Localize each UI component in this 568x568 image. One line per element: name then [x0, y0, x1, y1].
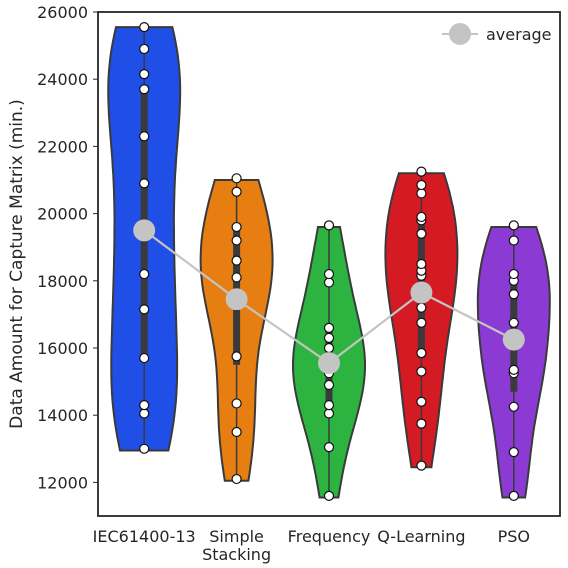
- y-tick-label: 24000: [37, 70, 88, 89]
- x-axis-ticks: IEC61400-13 Simple Stacking Frequency Q-Lear…: [93, 527, 530, 564]
- data-point: [139, 352, 150, 364]
- data-point: [416, 317, 427, 328]
- y-axis-label: Data Amount for Capture Matrix (min.): [7, 99, 27, 429]
- data-point: [416, 460, 427, 471]
- y-tick-label: 16000: [37, 339, 88, 358]
- x-tick-label: IEC61400-13: [93, 527, 196, 546]
- data-point: [139, 131, 150, 142]
- violins-group: [107, 22, 551, 501]
- data-point: [139, 22, 150, 33]
- data-point: [508, 364, 519, 375]
- data-point: [323, 277, 335, 288]
- data-point: [231, 255, 242, 266]
- y-tick-label: 14000: [37, 406, 88, 425]
- data-point: [508, 220, 519, 231]
- legend: average: [442, 23, 552, 45]
- data-point: [323, 400, 335, 411]
- x-tick-label: Frequency: [288, 527, 371, 546]
- legend-marker: [449, 23, 471, 45]
- data-point: [139, 408, 150, 419]
- data-point: [416, 211, 427, 223]
- y-tick-label: 22000: [37, 137, 88, 156]
- data-point: [323, 332, 335, 344]
- x-tick-label: PSO: [498, 527, 530, 546]
- data-point: [508, 268, 519, 280]
- x-tick-label: Q-Learning: [377, 527, 465, 546]
- y-tick-label: 12000: [37, 473, 88, 492]
- legend-label-average: average: [486, 25, 552, 44]
- data-point: [231, 173, 242, 184]
- data-point: [323, 268, 335, 280]
- data-point: [416, 366, 427, 377]
- data-point: [416, 302, 427, 313]
- data-point: [231, 426, 242, 438]
- data-point: [139, 178, 150, 189]
- data-point: [323, 379, 335, 391]
- data-point: [139, 304, 150, 315]
- data-point: [323, 490, 335, 501]
- data-point: [416, 179, 427, 191]
- data-point: [416, 418, 427, 429]
- data-point: [139, 268, 150, 280]
- data-point: [231, 351, 242, 362]
- data-point: [231, 272, 242, 283]
- x-tick-label: Simple Stacking: [202, 527, 271, 564]
- data-point: [508, 447, 519, 458]
- average-marker: [225, 288, 248, 311]
- average-marker: [410, 281, 433, 304]
- data-point: [323, 322, 335, 333]
- data-point: [323, 220, 335, 231]
- data-point: [416, 258, 427, 270]
- data-point: [139, 400, 150, 411]
- plot-frame: [97, 11, 561, 517]
- average-marker: [502, 328, 525, 351]
- data-point: [139, 69, 150, 80]
- data-point: [323, 408, 335, 419]
- data-point: [416, 396, 427, 407]
- y-tick-label: 26000: [37, 3, 88, 22]
- data-point: [231, 473, 242, 485]
- y-tick-label: 20000: [37, 205, 88, 224]
- average-series-group: [133, 219, 525, 375]
- data-point: [139, 443, 150, 454]
- data-point: [231, 186, 242, 197]
- data-point: [416, 228, 427, 239]
- average-marker: [133, 219, 156, 242]
- average-marker: [318, 352, 340, 375]
- data-point: [416, 188, 427, 199]
- data-point: [139, 84, 150, 95]
- data-point: [323, 342, 335, 354]
- data-point: [508, 401, 519, 412]
- data-point: [508, 490, 519, 501]
- data-point: [508, 289, 519, 300]
- y-tick-label: 18000: [37, 272, 88, 291]
- y-axis-ticks: 12000 14000 16000 18000 20000 22000 24000 26000: [37, 3, 98, 492]
- data-point: [416, 347, 427, 359]
- data-point: [231, 235, 242, 246]
- data-point: [416, 166, 427, 177]
- data-point: [231, 398, 242, 409]
- data-point: [139, 43, 150, 55]
- data-point: [231, 221, 242, 233]
- data-point: [508, 317, 519, 328]
- data-point: [508, 235, 519, 246]
- data-point: [323, 442, 335, 453]
